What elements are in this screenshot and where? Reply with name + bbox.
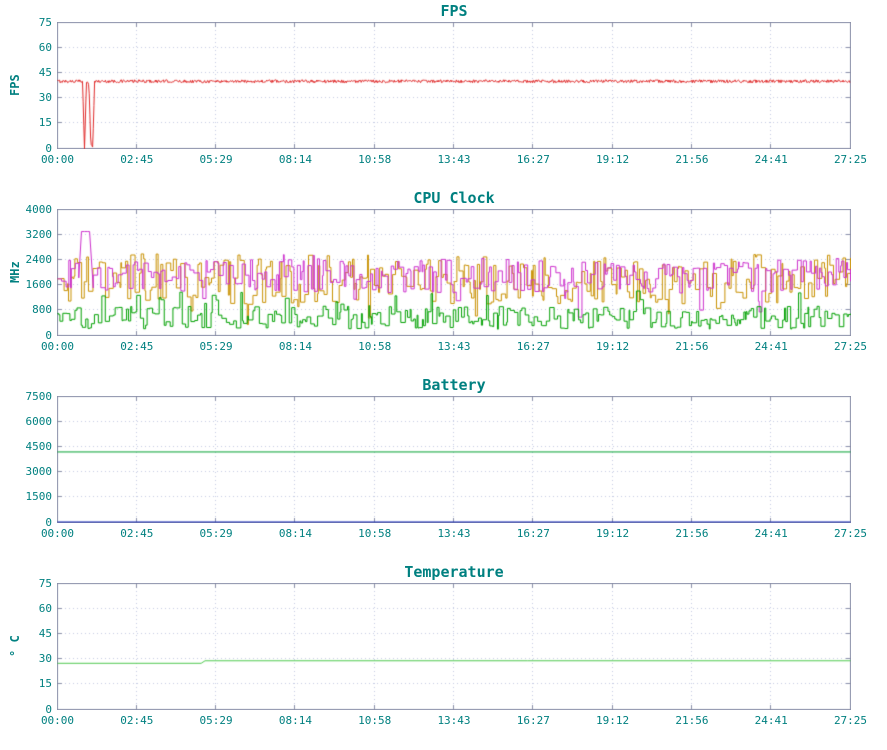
y-tick-label: 60 [38,40,52,54]
x-tick-label: 19:12 [596,340,630,353]
x-tick-label: 13:43 [437,340,471,353]
x-tick-label: 16:27 [516,527,550,540]
x-tick-label: 08:14 [278,153,312,166]
x-tick-label: 24:41 [754,340,788,353]
x-tick-label: 00:00 [40,340,75,353]
y-tick-label: 1500 [25,490,53,504]
fps-plot-area: FPS 0 15 30 45 60 75 00:00 02:45 05:29 08:14 10:58… [0,16,887,185]
y-tick-label: 15 [38,677,52,691]
x-tick-label: 19:12 [596,153,630,166]
y-tick-label: 0 [45,515,52,529]
y-tick-label: 75 [38,576,52,590]
y-tick-label: 800 [32,303,52,317]
y-tick-label: 0 [45,141,52,155]
x-tick-label: 13:43 [437,527,471,540]
y-tick-label: 7500 [25,389,53,403]
x-tick-label: 27:25 [833,340,868,353]
y-tick-label: 30 [38,91,52,105]
x-tick-label: 16:27 [516,714,550,727]
cpu-clock-chart-title: CPU Clock [413,189,495,207]
y-tick-label: 4000 [25,202,53,216]
x-tick-label: 10:58 [358,714,392,727]
y-tick-label: 6000 [25,414,53,428]
x-tick-label: 24:41 [754,714,788,727]
x-tick-label: 16:27 [516,340,550,353]
x-tick-label: 16:27 [516,153,550,166]
y-tick-label: 45 [38,626,52,640]
x-tick-label: 02:45 [120,714,154,727]
cpu-clock-plot-canvas [57,209,851,336]
battery-plot-area: 0 1500 3000 4500 6000 7500 00:00 02:45 05:29 08:1… [0,390,887,559]
battery-plot-canvas [57,396,851,523]
x-tick-label: 10:58 [358,153,392,166]
x-tick-label: 13:43 [437,714,471,727]
temperature-plot-area: ° C 0 15 30 45 60 75 00:00 02:45 05:29 08:14 10:58… [0,577,887,746]
y-tick-label: 2400 [25,252,53,266]
y-tick-label: 3000 [25,465,53,479]
x-tick-label: 02:45 [120,153,154,166]
x-tick-label: 05:29 [199,340,233,353]
x-tick-label: 08:14 [278,527,312,540]
y-tick-label: 60 [38,601,52,615]
x-tick-label: 05:29 [199,714,233,727]
cpu-clock-plot-area: MHz 0 800 1600 2400 3200 4000 00:00 02:45 05:29 0… [0,203,887,372]
y-tick-label: 30 [38,652,52,666]
fps-chart-title: FPS [440,2,468,20]
x-tick-label: 19:12 [596,527,630,540]
x-tick-label: 27:25 [833,714,868,727]
y-tick-label: 75 [38,15,52,29]
x-tick-label: 21:56 [675,527,709,540]
x-tick-label: 27:25 [833,527,868,540]
x-tick-label: 02:45 [120,340,154,353]
x-tick-label: 21:56 [675,153,709,166]
x-tick-label: 19:12 [596,714,630,727]
fps-chart-block: FPS FPS 0 15 30 45 60 75 00:00 02:45 05:29 08:14 1… [0,0,887,187]
temperature-chart-block: Temperature ° C 0 15 30 45 60 75 00:00 02:45 05:… [0,561,887,748]
y-tick-label: 15 [38,116,52,130]
x-tick-label: 10:58 [358,527,392,540]
x-tick-label: 08:14 [278,714,312,727]
x-tick-label: 10:58 [358,340,392,353]
cpu-clock-chart-block: CPU Clock MHz 0 800 1600 2400 3200 4000 00:00 0… [0,187,887,374]
x-tick-label: 02:45 [120,527,154,540]
x-tick-label: 24:41 [754,153,788,166]
x-tick-label: 05:29 [199,153,233,166]
battery-chart-block: Battery 0 1500 3000 4500 6000 7500 00:00 02:45 0… [0,374,887,561]
y-tick-label: 0 [45,702,52,716]
x-tick-label: 21:56 [675,340,709,353]
x-tick-label: 27:25 [833,153,868,166]
y-tick-label: 3200 [25,227,53,241]
temperature-plot-canvas [57,583,851,710]
y-tick-label: 45 [38,65,52,79]
x-tick-label: 08:14 [278,340,312,353]
temperature-chart-title: Temperature [404,563,504,581]
x-tick-label: 05:29 [199,527,233,540]
fps-plot-canvas [57,22,851,149]
x-tick-label: 21:56 [675,714,709,727]
y-tick-label: 4500 [25,439,53,453]
y-tick-label: 0 [45,328,52,342]
x-tick-label: 13:43 [437,153,471,166]
x-tick-label: 00:00 [40,153,75,166]
x-tick-label: 00:00 [40,527,75,540]
y-tick-label: 1600 [25,278,53,292]
x-tick-label: 24:41 [754,527,788,540]
x-tick-label: 00:00 [40,714,75,727]
battery-chart-title: Battery [422,376,486,394]
